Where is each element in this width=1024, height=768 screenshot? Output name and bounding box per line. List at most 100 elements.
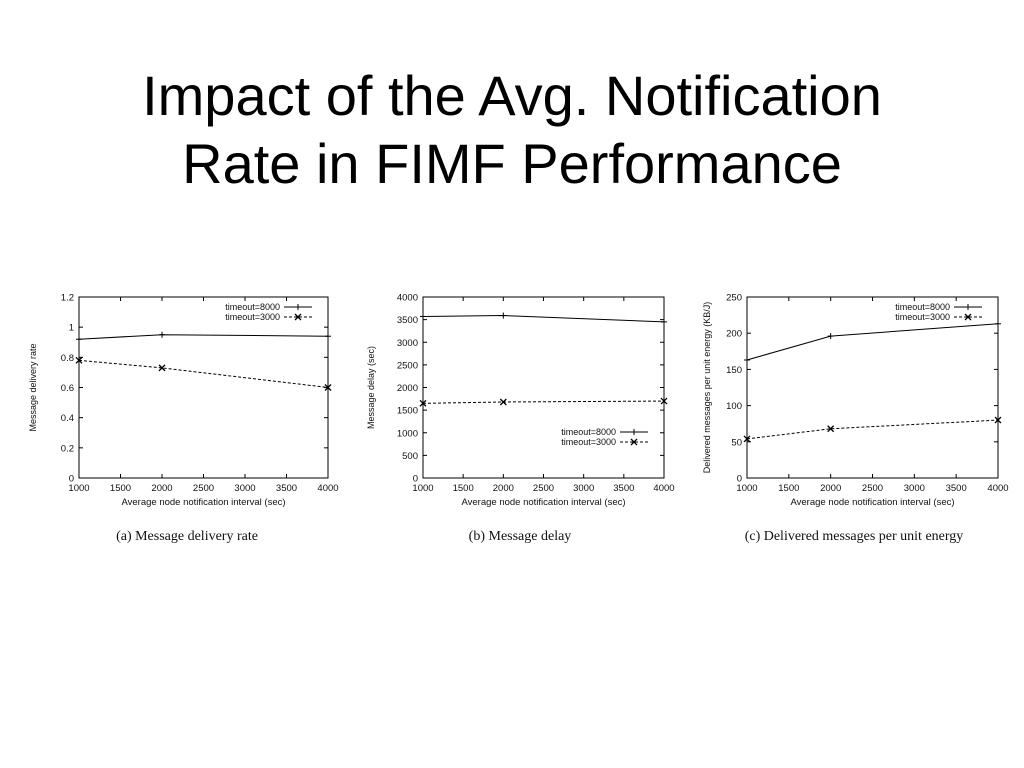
x-tick-label: 3500	[276, 483, 297, 494]
x-tick-label: 2500	[533, 483, 554, 494]
y-tick-label: 150	[726, 365, 742, 376]
series-line-1	[422, 400, 665, 404]
data-point	[994, 416, 1002, 424]
y-tick-label: 1.2	[61, 293, 74, 304]
y-tick-label: 3500	[397, 315, 418, 326]
legend-marker	[964, 313, 972, 321]
cross-marker-b	[158, 364, 166, 372]
cross-marker-b	[294, 313, 302, 321]
x-tick-label: 4000	[987, 483, 1008, 494]
data-point	[420, 313, 426, 320]
x-tick-label: 4000	[317, 483, 338, 494]
y-axis-label: Message delay (sec)	[366, 346, 376, 429]
x-tick-label: 2000	[151, 483, 172, 494]
series-line-0	[78, 334, 329, 340]
chart-messages-per-energy: 1000 1500 2000 2500 3000 3500 4000 0 50 100 150 200…	[702, 293, 1009, 509]
series-line-0	[422, 315, 665, 323]
slide-title-line-2: Rate in FIMF Performance	[182, 132, 842, 195]
cross-marker-b	[743, 435, 751, 443]
y-tick-label: 4000	[397, 293, 418, 304]
y-tick-label: 0	[737, 474, 742, 485]
data-point	[325, 333, 331, 340]
plot-frame	[746, 296, 999, 479]
data-point	[158, 364, 166, 372]
series-line-1	[78, 359, 329, 388]
y-tick-label: 1500	[397, 406, 418, 417]
y-tick-label: 2000	[397, 383, 418, 394]
x-tick-label: 2500	[862, 483, 883, 494]
data-point	[827, 425, 835, 433]
x-tick-label: 1000	[412, 483, 433, 494]
y-tick-label: 1000	[397, 428, 418, 439]
data-point	[995, 320, 1001, 327]
x-tick-label: 1500	[778, 483, 799, 494]
y-tick-label: 0	[69, 474, 74, 485]
x-tick-label: 3000	[573, 483, 594, 494]
cross-marker-b	[419, 399, 427, 407]
y-tick-label: 200	[726, 329, 742, 340]
y-axis-label: Message delivery rate	[28, 343, 38, 431]
legend-marker	[295, 304, 301, 310]
legend-marker	[630, 438, 638, 446]
legend-label: timeout=8000	[561, 427, 616, 437]
legend-label: timeout=8000	[225, 302, 280, 312]
series-line-0	[746, 323, 999, 361]
series-line-1	[746, 419, 999, 440]
x-tick-label: 1000	[736, 483, 757, 494]
y-tick-label: 0.8	[61, 353, 74, 364]
cross-marker-b	[324, 384, 332, 391]
x-axis-label: Average node notification interval (sec)	[790, 497, 954, 508]
legend-marker	[631, 429, 637, 435]
data-point	[661, 318, 667, 325]
chart-panel-message-delivery-rate: 1000 1500 2000 2500 3000 3500 4000 0 0.2 0.4 0.6 0.…	[22, 282, 352, 552]
chart-panel-message-delay: 1000 1500 2000 2500 3000 3500 4000 0 500 1000 1500…	[360, 282, 680, 552]
cross-marker-b	[827, 425, 835, 433]
legend-label: timeout=8000	[895, 302, 950, 312]
chart-caption: (a) Message delivery rate	[116, 529, 258, 544]
y-tick-label: 0.6	[61, 383, 74, 394]
chart-caption: (b) Message delay	[468, 529, 572, 544]
x-tick-label: 2000	[820, 483, 841, 494]
x-tick-label: 3500	[946, 483, 967, 494]
y-tick-label: 500	[402, 451, 418, 462]
data-point	[419, 399, 427, 407]
data-point	[827, 333, 834, 340]
chart-message-delivery-rate: 1000 1500 2000 2500 3000 3500 4000 0 0.2 0.4 0.6 0.…	[28, 293, 339, 509]
x-tick-label: 2500	[193, 483, 214, 494]
slide-title: Impact of the Avg. Notification Rate in …	[0, 62, 1024, 198]
x-tick-label: 3000	[904, 483, 925, 494]
cross-marker-b	[499, 398, 507, 406]
chart-caption: (c) Delivered messages per unit energy	[744, 529, 964, 544]
cross-marker-b	[964, 313, 972, 321]
x-axis-label: Average node notification interval (sec)	[461, 497, 625, 508]
plot-frame	[422, 296, 665, 479]
chart-message-delay: 1000 1500 2000 2500 3000 3500 4000 0 500 1000 1500…	[366, 293, 675, 509]
data-point	[743, 435, 751, 443]
y-tick-label: 1	[69, 323, 74, 334]
y-tick-label: 50	[731, 437, 742, 448]
x-tick-label: 1500	[110, 483, 131, 494]
legend-label: timeout=3000	[561, 437, 616, 447]
y-tick-label: 100	[726, 401, 742, 412]
legend-label: timeout=3000	[225, 312, 280, 322]
legend-label: timeout=3000	[895, 312, 950, 322]
plot-frame	[78, 296, 329, 479]
cross-marker-b	[630, 438, 638, 446]
legend-marker	[965, 304, 971, 310]
data-point	[75, 356, 83, 364]
slide-title-line-1: Impact of the Avg. Notification	[142, 64, 882, 127]
x-axis-label: Average node notification interval (sec)	[121, 497, 285, 508]
data-point	[499, 398, 507, 406]
data-point	[324, 384, 332, 391]
y-axis-label: Delivered messages per unit energy (KB/J…	[702, 302, 712, 474]
data-point	[76, 336, 82, 343]
x-tick-label: 3500	[613, 483, 634, 494]
cross-marker-b	[994, 416, 1002, 424]
x-tick-label: 2000	[493, 483, 514, 494]
y-tick-label: 2500	[397, 360, 418, 371]
x-tick-label: 4000	[653, 483, 674, 494]
x-tick-label: 1000	[68, 483, 89, 494]
data-point	[744, 356, 750, 363]
y-tick-label: 3000	[397, 338, 418, 349]
y-tick-label: 0.4	[61, 413, 74, 424]
